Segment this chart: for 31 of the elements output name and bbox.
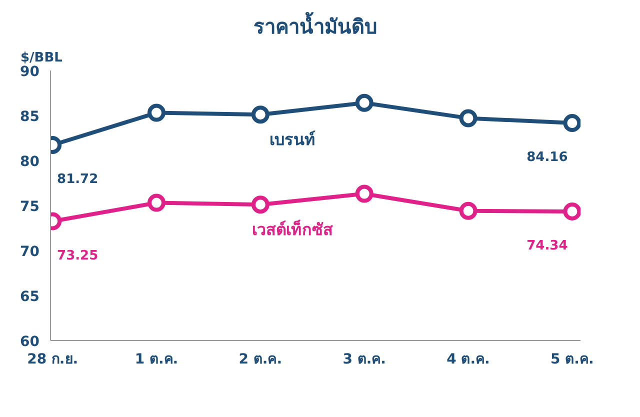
point (148, 194, 166, 212)
point (148, 104, 166, 122)
series-label: เบรนท์ (269, 130, 316, 149)
point (251, 106, 270, 124)
y-tick-label: 80 (20, 154, 40, 170)
y-axis-title: $/BBL (20, 50, 62, 66)
chart-title: ราคาน้ำมันดิบ (254, 12, 378, 38)
point (251, 196, 270, 214)
point (459, 109, 478, 128)
y-tick-label: 70 (20, 244, 40, 260)
point (563, 114, 580, 132)
y-tick-label: 65 (20, 289, 40, 305)
x-tick-label: 1 ต.ค. (134, 352, 178, 368)
y-tick-label: 60 (20, 334, 40, 350)
x-tick-label: 28 ก.ย. (27, 352, 78, 368)
x-tick-label: 4 ต.ค. (446, 352, 490, 368)
y-tick-label: 90 (20, 64, 40, 80)
point (355, 94, 374, 112)
data-label: 74.34 (526, 238, 568, 254)
data-label: 84.16 (526, 150, 568, 166)
point (355, 184, 374, 203)
x-tick-label: 5 ต.ค. (550, 352, 594, 368)
y-tick-label: 85 (20, 109, 40, 125)
data-label: 73.25 (57, 248, 98, 264)
x-tick-label: 3 ต.ค. (342, 352, 386, 368)
point (563, 202, 580, 220)
x-tick-label: 2 ต.ค. (238, 352, 282, 368)
point (459, 202, 478, 220)
series-label: เวสต์เท็กซัส (252, 218, 333, 240)
data-label: 81.72 (57, 172, 98, 188)
y-tick-label: 75 (20, 199, 40, 215)
